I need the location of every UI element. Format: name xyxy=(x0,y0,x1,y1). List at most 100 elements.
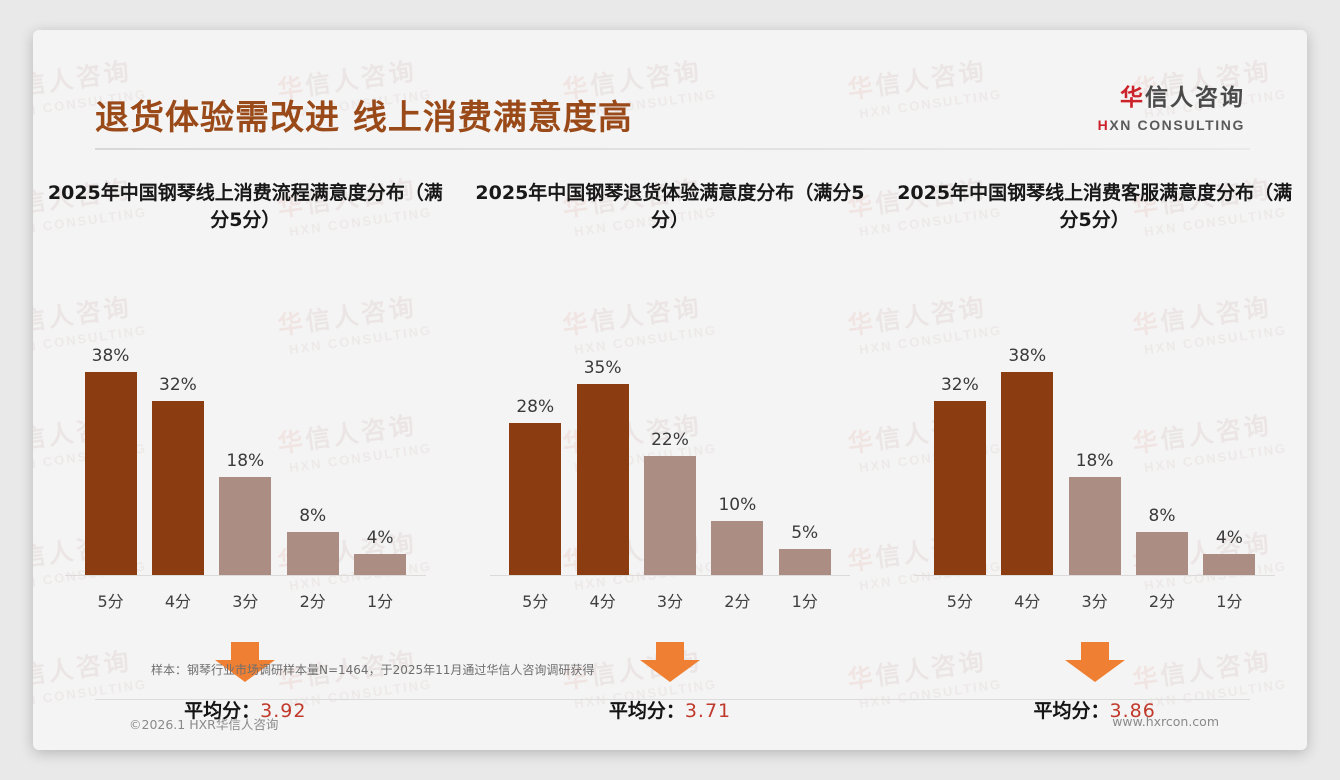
arrow-down-icon xyxy=(1064,642,1125,682)
bar-column[interactable]: 38% xyxy=(81,346,140,576)
arrow-down-icon xyxy=(639,642,700,682)
bar-rect[interactable] xyxy=(778,549,831,576)
chart-title: 2025年中国钢琴线上消费客服满意度分布（满分5分） xyxy=(897,182,1293,231)
x-axis-line xyxy=(489,575,851,576)
x-axis-tick-label: 3分 xyxy=(232,592,259,611)
x-axis-tick-label: 5分 xyxy=(522,592,549,611)
chart-panel-1: 2025年中国钢琴线上消费流程满意度分布（满分5分） 38% 32% 18% 8% 4% 5… xyxy=(33,180,458,723)
logo-english-text: HXN CONSULTING xyxy=(1098,117,1245,133)
x-axis-tick-label: 4分 xyxy=(1014,592,1041,611)
bar-rect[interactable] xyxy=(509,423,562,576)
x-axis-tick-label: 1分 xyxy=(1216,592,1243,611)
chart-title: 2025年中国钢琴线上消费流程满意度分布（满分5分） xyxy=(47,182,443,231)
bar-column[interactable]: 28% xyxy=(506,346,565,576)
x-axis-tick-label: 1分 xyxy=(791,592,818,611)
bar-rect[interactable] xyxy=(643,456,696,576)
bar-rect[interactable] xyxy=(1203,554,1256,576)
bar-rect[interactable] xyxy=(354,554,407,576)
header-divider xyxy=(95,148,1250,150)
x-axis-line xyxy=(914,575,1275,576)
x-axis-tick-label: 3分 xyxy=(1081,592,1108,611)
bar-rect[interactable] xyxy=(219,477,272,576)
chart-plot-area: 32% 38% 18% 8% 4% 5分 4分 3分 2分 1分 xyxy=(896,286,1293,611)
chart-panel-2: 2025年中国钢琴退货体验满意度分布（满分5分） 28% 35% 22% 10% 5% 5分… xyxy=(458,180,883,723)
bar-value-label: 18% xyxy=(226,451,265,471)
bar-column[interactable]: 4% xyxy=(1200,346,1259,576)
bar-column[interactable]: 18% xyxy=(1065,346,1124,576)
bar-column[interactable]: 38% xyxy=(998,346,1057,576)
bar-column[interactable]: 32% xyxy=(930,346,989,576)
average-score-label: 平均分： xyxy=(608,700,685,722)
x-axis-line xyxy=(65,575,426,576)
bar-column[interactable]: 8% xyxy=(283,346,342,576)
x-axis-tick-label: 3分 xyxy=(656,592,684,611)
bar-value-label: 4% xyxy=(1215,528,1243,548)
slide-canvas: 华信人咨询 HXN CONSULTING 华信人咨询 HXN CONSULTING华信… xyxy=(33,30,1307,750)
page-title: 退货体验需改进 线上消费满意度高 xyxy=(95,98,633,138)
bar-value-label: 18% xyxy=(1075,451,1114,471)
bar-rect[interactable] xyxy=(1001,372,1054,576)
bar-column[interactable]: 4% xyxy=(351,346,410,576)
average-score-block: 平均分：3.92 xyxy=(47,642,444,723)
bar-value-label: 22% xyxy=(651,430,689,450)
chart-title: 2025年中国钢琴退货体验满意度分布（满分5分） xyxy=(475,182,865,231)
bar-value-label: 35% xyxy=(583,358,622,378)
bar-value-label: 28% xyxy=(516,397,555,417)
average-score-value: 3.92 xyxy=(260,700,307,722)
bar-column[interactable]: 5% xyxy=(775,346,834,576)
average-score-text: 平均分：3.86 xyxy=(1033,696,1155,723)
bar-value-label: 38% xyxy=(1008,346,1047,366)
x-axis-tick-label: 4分 xyxy=(164,592,192,611)
bar-group: 38% 32% 18% 8% 4% xyxy=(81,346,410,576)
footer-divider xyxy=(95,699,1250,700)
bar-group: 28% 35% 22% 10% 5% xyxy=(506,346,835,576)
charts-row: 2025年中国钢琴线上消费流程满意度分布（满分5分） 38% 32% 18% 8% 4% 5… xyxy=(33,180,1307,723)
website-url: www.hxrcon.com xyxy=(1112,714,1219,729)
chart-plot-area: 28% 35% 22% 10% 5% 5分 4分 3分 2分 1分 xyxy=(472,286,869,611)
bar-column[interactable]: 10% xyxy=(708,346,767,576)
x-axis-labels: 5分 4分 3分 2分 1分 xyxy=(81,588,410,612)
logo-chinese-rest: 信人咨询 xyxy=(1145,85,1245,111)
x-axis-tick-label: 5分 xyxy=(97,592,124,611)
bar-value-label: 32% xyxy=(159,375,197,395)
source-footnote: 样本：钢琴行业市场调研样本量N=1464，于2025年11月通过华信人咨询调研获… xyxy=(151,663,595,677)
bar-value-label: 38% xyxy=(91,346,130,366)
bar-value-label: 4% xyxy=(366,528,394,548)
x-axis-tick-label: 2分 xyxy=(299,592,326,611)
bar-rect[interactable] xyxy=(933,401,986,576)
copyright-text: ©2026.1 HXR华信人咨询 xyxy=(129,717,279,732)
average-score-label: 平均分： xyxy=(184,700,261,722)
bar-column[interactable]: 18% xyxy=(216,346,275,576)
bar-rect[interactable] xyxy=(1068,477,1121,576)
bar-column[interactable]: 22% xyxy=(640,346,699,576)
bar-value-label: 5% xyxy=(791,523,819,543)
x-axis-labels: 5分 4分 3分 2分 1分 xyxy=(930,588,1259,612)
bar-column[interactable]: 8% xyxy=(1132,346,1191,576)
average-score-text: 平均分：3.92 xyxy=(184,696,306,723)
logo-chinese-red-char: 华 xyxy=(1120,85,1145,111)
chart-panel-3: 2025年中国钢琴线上消费客服满意度分布（满分5分） 32% 38% 18% 8% 4% 5… xyxy=(882,180,1307,723)
x-axis-tick-label: 4分 xyxy=(589,592,616,611)
average-score-text: 平均分：3.71 xyxy=(609,696,731,723)
bar-rect[interactable] xyxy=(286,532,339,576)
logo-english-rest: XN CONSULTING xyxy=(1109,117,1245,133)
slide-footer: ©2026.1 HXR华信人咨询 www.hxrcon.com xyxy=(33,700,1307,750)
chart-plot-area: 38% 32% 18% 8% 4% 5分 4分 3分 2分 1分 xyxy=(47,286,444,611)
bar-value-label: 8% xyxy=(299,506,327,526)
bar-value-label: 8% xyxy=(1148,506,1176,526)
bar-column[interactable]: 32% xyxy=(148,346,207,576)
logo-chinese-text: 华信人咨询 xyxy=(1098,78,1245,112)
bar-column[interactable]: 35% xyxy=(573,346,632,576)
x-axis-tick-label: 1分 xyxy=(366,592,394,611)
x-axis-tick-label: 2分 xyxy=(724,592,751,611)
average-score-value: 3.86 xyxy=(1109,700,1156,722)
bar-rect[interactable] xyxy=(1136,532,1189,576)
bar-rect[interactable] xyxy=(576,384,629,576)
slide-header: 退货体验需改进 线上消费满意度高 华信人咨询 HXN CONSULTING xyxy=(33,30,1307,150)
bar-rect[interactable] xyxy=(711,521,764,576)
average-score-label: 平均分： xyxy=(1033,700,1110,722)
bar-rect[interactable] xyxy=(84,372,137,576)
bar-rect[interactable] xyxy=(151,401,204,576)
bar-group: 32% 38% 18% 8% 4% xyxy=(930,346,1259,576)
company-logo: 华信人咨询 HXN CONSULTING xyxy=(1098,78,1245,133)
